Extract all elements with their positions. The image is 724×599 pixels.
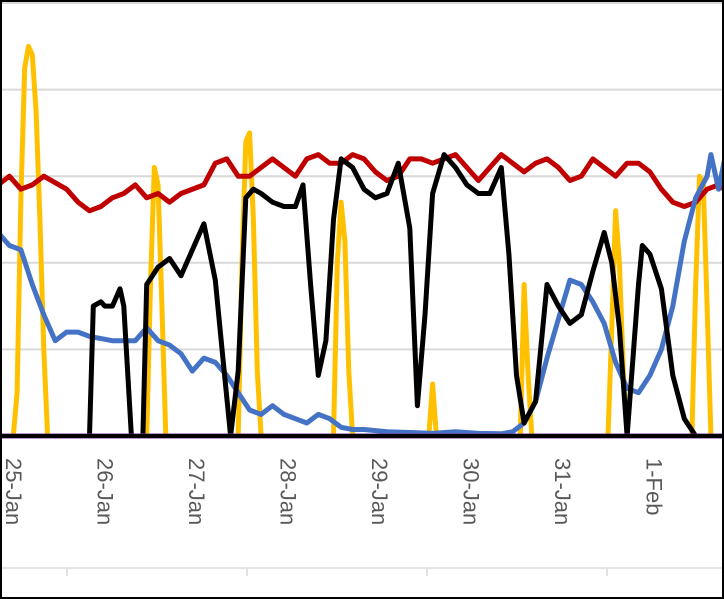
x-tick-label: 25-Jan	[2, 458, 26, 525]
x-tick-label: 30-Jan	[459, 458, 484, 525]
x-tick-label-group: 1-Feb	[642, 458, 667, 515]
x-tick-label-group: 27-Jan	[184, 458, 209, 525]
series-line-1	[2, 43, 722, 439]
x-tick-label-group: 30-Jan	[459, 458, 484, 525]
x-tick-label: 29-Jan	[367, 458, 392, 525]
x-tick-label: 27-Jan	[184, 458, 209, 525]
x-tick-label: 26-Jan	[93, 458, 118, 525]
bottom-strip	[2, 567, 722, 576]
x-tick-label-group: 28-Jan	[276, 458, 301, 525]
x-tick-labels: 25-Jan 26-Jan 27-Jan 28-Jan 29-Jan 30-Jan 31-J…	[2, 458, 667, 525]
series-line-4	[2, 152, 722, 439]
x-tick-label: 1-Feb	[642, 458, 667, 515]
x-tick-label: 31-Jan	[550, 458, 575, 525]
gridlines	[2, 2, 722, 351]
x-tick-label-group: 31-Jan	[550, 458, 575, 525]
series-group	[2, 43, 722, 439]
x-tick-label-group: 26-Jan	[93, 458, 118, 525]
x-tick-label-group: 29-Jan	[367, 458, 392, 525]
x-tick-label-group: 25-Jan	[2, 458, 26, 525]
x-tick-label: 28-Jan	[276, 458, 301, 525]
